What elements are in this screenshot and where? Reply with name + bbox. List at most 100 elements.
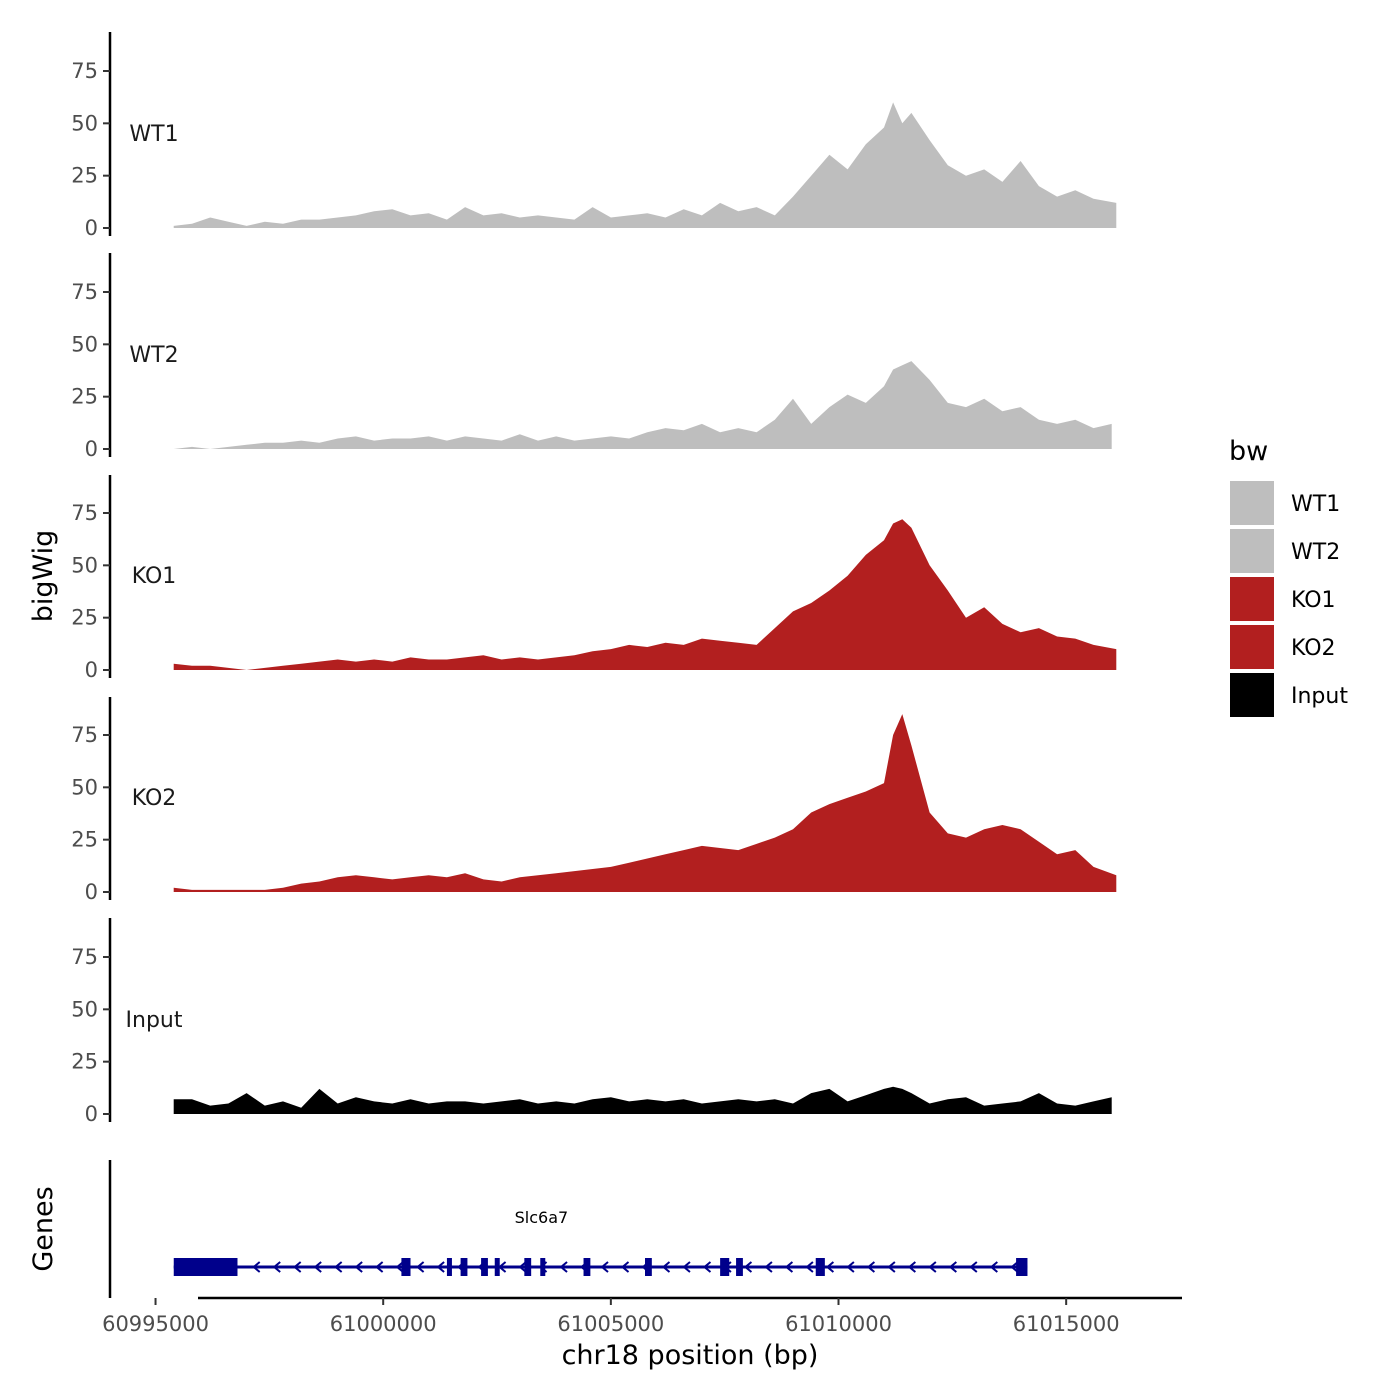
strand-arrow	[805, 1261, 814, 1273]
strand-arrow	[620, 1261, 630, 1273]
strand-arrow	[682, 1261, 691, 1273]
y-tick-label: 75	[71, 280, 98, 304]
track-KO2: 0 25 50 75 KO2	[71, 697, 1117, 904]
y-axis-title: bigWig	[28, 530, 59, 623]
legend-label-KO1: KO1	[1291, 588, 1336, 613]
y-tick-label: 25	[71, 606, 98, 630]
gene-track: Slc6a7	[108, 1160, 1028, 1298]
strand-arrow	[559, 1261, 568, 1273]
gene-exon	[1016, 1258, 1028, 1276]
y-tick-label: 0	[85, 658, 98, 682]
y-tick-label: 50	[71, 332, 98, 356]
y-tick-label: 75	[71, 945, 98, 969]
x-axis-title: chr18 position (bp)	[562, 1340, 819, 1371]
strand-arrow	[518, 1261, 527, 1273]
legend: bw WT1 WT2 KO1 KO2 Input	[1228, 436, 1348, 719]
y-tick-label: 50	[71, 775, 98, 799]
gene-exon	[540, 1258, 546, 1276]
x-tick-label: 61000000	[330, 1312, 437, 1336]
strand-arrow	[989, 1261, 998, 1273]
gene-exon	[583, 1258, 591, 1276]
coverage-area-Input	[173, 1086, 1112, 1114]
track-KO1: 0 25 50 75 KO1	[71, 475, 1117, 682]
strand-arrow	[661, 1261, 671, 1273]
gene-exon	[446, 1258, 452, 1276]
strand-arrow	[907, 1261, 917, 1273]
x-tick-label: 60995000	[102, 1312, 209, 1336]
gene-exon	[173, 1258, 238, 1276]
strand-arrow	[887, 1261, 896, 1273]
strand-arrow	[928, 1261, 937, 1273]
strand-arrow	[375, 1261, 384, 1273]
track-label: Input	[126, 1008, 183, 1033]
legend-swatch-KO1	[1228, 575, 1276, 623]
y-tick-label: 50	[71, 111, 98, 135]
strand-arrow	[354, 1261, 363, 1273]
y-tick-label: 50	[71, 553, 98, 577]
x-axis: 60995000 61000000 61005000 61010000 61015000	[102, 1296, 1182, 1336]
strand-arrow	[416, 1261, 425, 1273]
y-tick-label: 25	[71, 164, 98, 188]
strand-arrow	[825, 1261, 835, 1273]
strand-arrow	[846, 1261, 855, 1273]
gene-exon	[481, 1258, 488, 1276]
gene-track-title: Genes	[28, 1186, 59, 1271]
track-Input: 0 25 50 75 Input	[71, 918, 1112, 1126]
gene-exon	[494, 1258, 500, 1276]
x-tick-label: 61010000	[785, 1312, 892, 1336]
legend-label-Input: Input	[1291, 684, 1348, 709]
legend-swatch-WT2	[1228, 527, 1276, 575]
strand-arrow	[1010, 1261, 1019, 1273]
y-tick-label: 0	[85, 1102, 98, 1126]
strand-arrow	[313, 1261, 322, 1273]
y-tick-label: 75	[71, 723, 98, 747]
track-WT2: 0 25 50 75 WT2	[71, 253, 1112, 461]
strand-arrow	[252, 1261, 261, 1273]
legend-title: bw	[1229, 436, 1268, 467]
y-tick-label: 25	[71, 1050, 98, 1074]
legend-swatch-Input	[1228, 671, 1276, 719]
strand-arrow	[969, 1261, 978, 1273]
legend-swatch-KO2	[1228, 623, 1276, 671]
gene-exon	[736, 1258, 743, 1276]
coverage-tracks: 0 25 50 75 WT1 0 25 50 75 WT2 0 25 50 75 KO1 0 25 50 75 KO2…	[71, 32, 1117, 1126]
y-tick-label: 50	[71, 997, 98, 1021]
y-tick-label: 75	[71, 59, 98, 83]
y-tick-label: 0	[85, 216, 98, 240]
strand-arrow	[600, 1261, 609, 1273]
strand-arrow	[948, 1261, 957, 1273]
y-tick-label: 0	[85, 880, 98, 904]
gene-exon	[815, 1258, 825, 1276]
strand-arrow	[764, 1261, 773, 1273]
strand-arrow	[293, 1261, 302, 1273]
track-label: KO1	[132, 564, 177, 589]
strand-arrow	[272, 1261, 281, 1273]
gene-exon	[524, 1258, 532, 1276]
gene-exon	[645, 1258, 652, 1276]
x-tick-label: 61005000	[557, 1312, 664, 1336]
coverage-area-WT1	[173, 102, 1117, 228]
gene-exon	[401, 1258, 411, 1276]
gene-name: Slc6a7	[515, 1208, 569, 1227]
legend-label-WT2: WT2	[1291, 540, 1340, 565]
gene-exon	[460, 1258, 468, 1276]
y-tick-label: 75	[71, 501, 98, 525]
strand-arrow	[866, 1261, 876, 1273]
legend-swatch-WT1	[1228, 479, 1276, 527]
strand-arrow	[436, 1261, 445, 1273]
x-tick-label: 61015000	[1013, 1312, 1120, 1336]
track-WT1: 0 25 50 75 WT1	[71, 32, 1117, 240]
strand-arrow	[702, 1261, 712, 1273]
track-label: WT1	[129, 122, 178, 147]
y-tick-label: 0	[85, 437, 98, 461]
strand-arrow	[334, 1261, 343, 1273]
legend-label-WT1: WT1	[1291, 492, 1340, 517]
track-label: WT2	[129, 343, 178, 368]
strand-arrow	[784, 1261, 794, 1273]
coverage-area-KO2	[173, 714, 1117, 892]
coverage-area-KO1	[173, 519, 1117, 670]
strand-arrow	[395, 1261, 404, 1273]
gene-exon	[720, 1258, 730, 1276]
y-tick-label: 25	[71, 385, 98, 409]
